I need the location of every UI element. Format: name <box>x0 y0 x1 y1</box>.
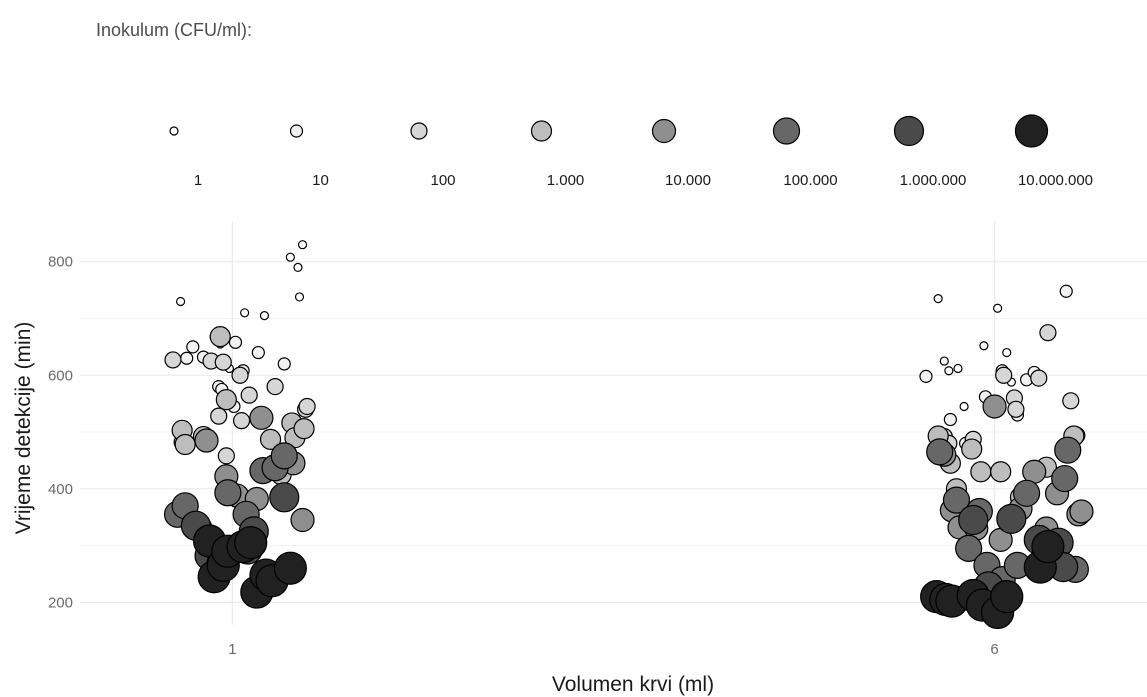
data-point <box>234 526 268 560</box>
y-tick-label: 400 <box>48 481 73 498</box>
data-point <box>1069 499 1094 524</box>
data-point <box>176 296 186 307</box>
legend-key <box>772 117 801 145</box>
data-point <box>210 407 228 425</box>
legend-key <box>530 120 553 142</box>
data-point <box>251 345 265 360</box>
y-tick-label: 200 <box>48 594 73 611</box>
data-point <box>259 428 282 450</box>
grid-lines <box>80 222 1147 625</box>
data-point <box>214 353 232 371</box>
data-point <box>970 461 992 483</box>
data-point <box>1002 347 1012 358</box>
data-point <box>1062 392 1080 410</box>
data-point <box>961 438 983 460</box>
y-tick-label: 600 <box>48 367 73 384</box>
data-point <box>1007 400 1025 418</box>
data-point <box>990 580 1024 614</box>
data-point <box>231 366 249 384</box>
legend: 1 10 100 1.000 10.000 100.000 1.000.000 10.000.… <box>169 114 1093 189</box>
legend-title: Inokulum (CFU/ml): <box>96 20 253 40</box>
legend-label: 1.000.000 <box>900 172 967 189</box>
data-point <box>164 351 182 369</box>
axis-ticks: 200 400 600 800 1 6 <box>48 254 999 658</box>
data-point <box>958 504 989 536</box>
legend-key <box>169 126 179 136</box>
legend-key <box>893 115 925 147</box>
data-point <box>270 442 298 470</box>
data-point <box>249 405 274 430</box>
x-axis-title: Volumen krvi (ml) <box>552 673 714 696</box>
data-point <box>228 335 243 349</box>
data-point <box>297 240 308 250</box>
data-point <box>215 389 237 411</box>
data-point <box>240 386 258 404</box>
data-point <box>953 363 963 374</box>
legend-key <box>289 124 304 138</box>
data-point <box>186 340 200 354</box>
data-point <box>942 486 971 514</box>
data-point <box>982 394 1007 419</box>
data-point <box>214 479 242 507</box>
data-point <box>919 369 933 383</box>
data-point <box>232 412 251 430</box>
y-tick-label: 800 <box>48 254 73 271</box>
data-point <box>209 326 231 348</box>
data-point <box>939 356 949 366</box>
data-point <box>933 294 943 304</box>
data-point <box>293 418 315 440</box>
legend-key <box>410 122 428 140</box>
data-point <box>290 507 315 533</box>
legend-label: 100.000 <box>783 172 837 189</box>
data-point <box>979 341 989 351</box>
data-point <box>993 303 1003 313</box>
data-point <box>943 412 957 427</box>
x-tick-label: 1 <box>228 641 236 658</box>
data-point <box>1030 369 1048 387</box>
data-point <box>1012 479 1041 507</box>
legend-label: 10.000.000 <box>1018 172 1093 189</box>
data-point <box>959 401 969 412</box>
legend-label: 1 <box>194 172 202 189</box>
data-point <box>269 482 300 513</box>
data-point <box>277 357 291 371</box>
data-point <box>995 366 1013 384</box>
data-point <box>194 428 219 453</box>
y-axis-title: Vrijeme detekcije (min) <box>12 322 35 535</box>
data-point <box>990 461 1012 483</box>
x-tick-label: 6 <box>990 641 998 658</box>
data-point <box>1039 324 1057 342</box>
data-point <box>285 252 295 262</box>
data-point <box>174 433 196 456</box>
legend-key <box>651 118 677 144</box>
data-point <box>217 447 235 465</box>
data-point <box>955 534 983 562</box>
legend-label: 10 <box>312 172 329 189</box>
data-point <box>926 438 954 466</box>
data-point <box>1059 284 1073 298</box>
data-point <box>996 503 1027 534</box>
data-point <box>298 397 316 416</box>
data-point <box>259 311 270 321</box>
legend-label: 10.000 <box>665 172 711 189</box>
legend-label: 1.000 <box>547 172 585 189</box>
data-point <box>944 366 954 376</box>
legend-label: 100 <box>430 172 455 189</box>
data-point <box>273 551 307 585</box>
data-point <box>266 378 284 396</box>
data-point <box>1051 464 1079 493</box>
data-point <box>1031 530 1065 564</box>
data-point <box>240 308 250 318</box>
legend-key <box>1014 114 1049 148</box>
data-point <box>1054 436 1082 464</box>
data-point <box>293 262 303 273</box>
data-points <box>163 240 1094 630</box>
data-point <box>180 351 194 365</box>
data-point <box>294 292 305 302</box>
